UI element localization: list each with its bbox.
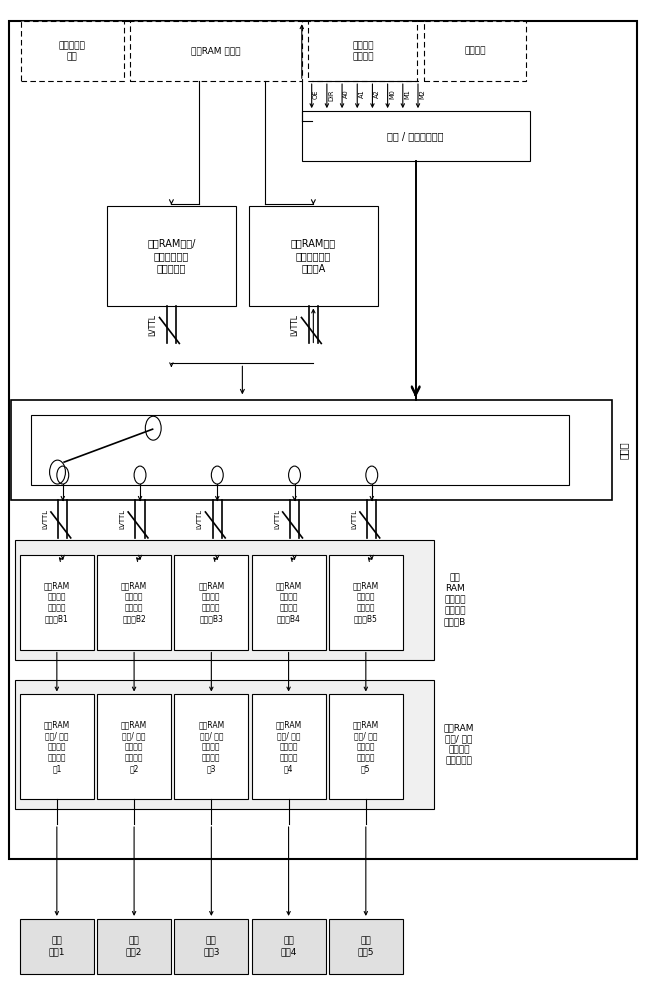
Text: 双口RAM数据
信号双向缓冲
子模块A: 双口RAM数据 信号双向缓冲 子模块A bbox=[291, 238, 336, 273]
Text: 被测
产哈3: 被测 产哈3 bbox=[203, 936, 219, 956]
Text: LVTTL: LVTTL bbox=[42, 509, 48, 529]
Text: LVTTL: LVTTL bbox=[197, 509, 203, 529]
Bar bbox=[130, 21, 302, 81]
Text: 双口RAM
地址/ 控制
信号发送
缓冲子模
块5: 双口RAM 地址/ 控制 信号发送 缓冲子模 块5 bbox=[353, 720, 379, 774]
Bar bbox=[249, 206, 378, 306]
Bar bbox=[20, 919, 94, 974]
Text: M1: M1 bbox=[404, 89, 410, 99]
Text: LVTTL: LVTTL bbox=[274, 509, 280, 529]
Text: 双口RAM
数据信号
双向缓冲
子模块B5: 双口RAM 数据信号 双向缓冲 子模块B5 bbox=[353, 581, 379, 623]
Bar bbox=[11, 400, 612, 500]
Bar bbox=[329, 694, 403, 799]
Bar bbox=[31, 415, 569, 485]
Text: 双口RAM
地址/ 控制
信号发送
缓冲子模
块2: 双口RAM 地址/ 控制 信号发送 缓冲子模 块2 bbox=[121, 720, 147, 774]
Text: 控制 / 地址信号缓冲: 控制 / 地址信号缓冲 bbox=[387, 131, 444, 141]
Text: 被测
产哈4: 被测 产哈4 bbox=[280, 936, 297, 956]
Bar bbox=[20, 694, 94, 799]
Text: 被测
产哈2: 被测 产哈2 bbox=[126, 936, 143, 956]
Text: 双口RAM
数据信号
双向缓冲
子模块B2: 双口RAM 数据信号 双向缓冲 子模块B2 bbox=[121, 581, 147, 623]
Text: 手动控制: 手动控制 bbox=[464, 47, 486, 56]
Bar bbox=[252, 919, 326, 974]
Bar bbox=[97, 694, 171, 799]
Text: 双口RAM
数据信号
双向缓冲
子模块B4: 双口RAM 数据信号 双向缓冲 子模块B4 bbox=[275, 581, 302, 623]
Bar bbox=[97, 555, 171, 650]
Text: 双口RAM
地址/ 控制
信号双向
缓冲子模块: 双口RAM 地址/ 控制 信号双向 缓冲子模块 bbox=[444, 723, 474, 765]
Text: LVTTL: LVTTL bbox=[119, 509, 125, 529]
Bar bbox=[20, 555, 94, 650]
Bar bbox=[9, 21, 636, 859]
Text: 双口RAM
地址/ 控制
信号发送
缓冲子模
块3: 双口RAM 地址/ 控制 信号发送 缓冲子模 块3 bbox=[198, 720, 225, 774]
Text: LVTTL: LVTTL bbox=[351, 509, 357, 529]
Text: 测试计算机
系统: 测试计算机 系统 bbox=[59, 41, 86, 61]
Bar bbox=[174, 555, 249, 650]
Bar bbox=[302, 111, 530, 161]
Text: M0: M0 bbox=[389, 89, 395, 99]
Bar bbox=[107, 206, 236, 306]
Bar bbox=[174, 919, 249, 974]
Bar bbox=[252, 694, 326, 799]
Text: 分配器: 分配器 bbox=[619, 441, 629, 459]
Text: DIR: DIR bbox=[328, 89, 334, 101]
Bar bbox=[15, 540, 434, 660]
Bar bbox=[308, 21, 417, 81]
Bar bbox=[97, 919, 171, 974]
Text: 双口RAM
数据信号
双向缓冲
子模块B1: 双口RAM 数据信号 双向缓冲 子模块B1 bbox=[44, 581, 70, 623]
Bar bbox=[424, 21, 526, 81]
Text: A0: A0 bbox=[343, 89, 349, 98]
Text: A1: A1 bbox=[359, 89, 365, 98]
Text: LVTTL: LVTTL bbox=[290, 314, 299, 336]
Text: 双口RAM
地址/ 控制
信号发送
缓冲子模
块4: 双口RAM 地址/ 控制 信号发送 缓冲子模 块4 bbox=[275, 720, 302, 774]
Bar bbox=[21, 21, 123, 81]
Text: 双口RAM 通信卡: 双口RAM 通信卡 bbox=[191, 47, 241, 56]
Text: 双口RAM地址/
控制信号接收
缓冲子模块: 双口RAM地址/ 控制信号接收 缓冲子模块 bbox=[147, 238, 196, 273]
Bar bbox=[329, 919, 403, 974]
Text: M2: M2 bbox=[419, 89, 425, 99]
Text: LVTTL: LVTTL bbox=[148, 314, 157, 336]
Text: A2: A2 bbox=[374, 89, 380, 98]
Text: OE: OE bbox=[313, 89, 319, 99]
Text: 被测
产哈1: 被测 产哈1 bbox=[48, 936, 65, 956]
Text: 双口RAM
地址/ 控制
信号发送
缓冲子模
块1: 双口RAM 地址/ 控制 信号发送 缓冲子模 块1 bbox=[44, 720, 70, 774]
Bar bbox=[174, 694, 249, 799]
Bar bbox=[252, 555, 326, 650]
Bar bbox=[15, 680, 434, 809]
Text: 双口RAM
数据信号
双向缓冲
子模块B3: 双口RAM 数据信号 双向缓冲 子模块B3 bbox=[198, 581, 225, 623]
Text: 双口
RAM
数据信号
双向缓冲
子模块B: 双口 RAM 数据信号 双向缓冲 子模块B bbox=[444, 573, 466, 626]
Text: 被测
产哈5: 被测 产哈5 bbox=[357, 936, 374, 956]
Bar bbox=[329, 555, 403, 650]
Text: 一次性指
令控制卡: 一次性指 令控制卡 bbox=[352, 41, 374, 61]
